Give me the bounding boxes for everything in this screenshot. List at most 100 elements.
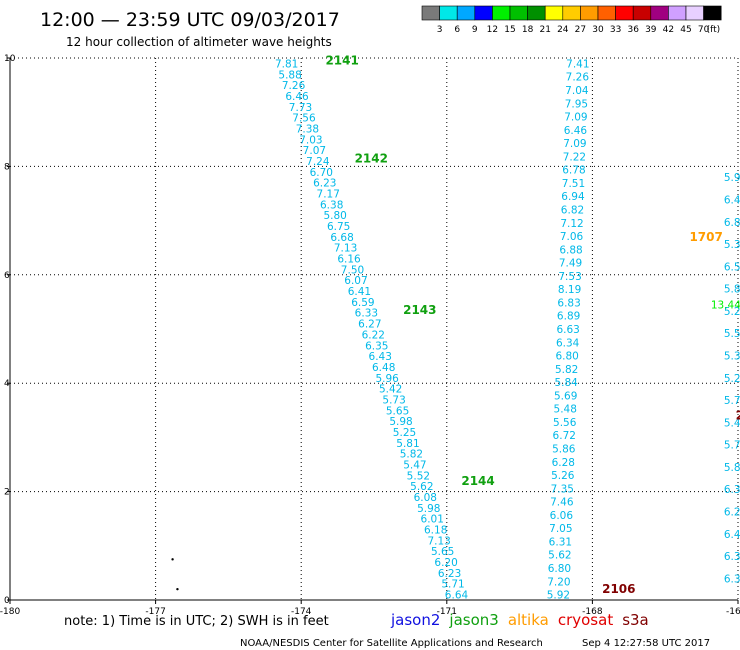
- color-scale-swatch: [685, 5, 704, 21]
- wave-height-value: 5.80: [323, 210, 346, 222]
- footer-credit: NOAA/NESDIS Center for Satellite Applica…: [240, 638, 543, 649]
- pass-labels: 2141 2142 2143 2144 2106 1707 21: [325, 54, 740, 596]
- color-scale-label: 12: [487, 25, 498, 35]
- color-scale-label: 70: [698, 25, 710, 35]
- wave-height-value: 5.71: [441, 579, 464, 591]
- color-scale-swatch: [580, 5, 599, 21]
- wave-height-value: 5.79: [724, 395, 740, 407]
- color-scale-label: 30: [592, 25, 604, 35]
- color-scale-swatch: [562, 5, 581, 21]
- wave-height-value: 6.83: [557, 297, 580, 309]
- wave-height-value: 5.25: [393, 427, 416, 439]
- wave-height-value: 5.96: [375, 373, 399, 385]
- satellite-legend: jason2 jason3 altika cryosat s3a: [390, 611, 649, 629]
- wave-height-value: 6.48: [372, 362, 395, 374]
- color-scale-swatch: [527, 5, 546, 21]
- wave-height-value: 6.20: [434, 557, 457, 569]
- wave-height-value: 7.24: [306, 156, 330, 168]
- wave-height-value: 5.48: [554, 404, 577, 416]
- wave-height-value: 6.51: [724, 261, 740, 273]
- wave-height-value: 7.13: [334, 243, 357, 255]
- color-scale-swatch: [615, 5, 634, 21]
- wave-height-value: 6.68: [330, 232, 353, 244]
- pass-number-label: 1707: [689, 230, 722, 244]
- wave-height-value: 7.09: [564, 112, 587, 124]
- chart-subtitle: 12 hour collection of altimeter wave hei…: [66, 35, 332, 49]
- wave-height-value: 5.62: [548, 550, 571, 562]
- wave-height-value: 5.82: [724, 284, 740, 296]
- wave-height-value: 5.52: [407, 470, 430, 482]
- footer-timestamp: Sep 4 12:27:58 UTC 2017: [582, 638, 710, 649]
- x-tick-label: -174: [291, 607, 312, 617]
- pass-number-label: 2143: [403, 303, 436, 317]
- color-scale-label: 27: [575, 25, 586, 35]
- wave-height-value: 6.06: [550, 510, 574, 522]
- wave-height-value: 5.21: [724, 373, 740, 385]
- wave-height-value: 6.89: [557, 311, 580, 323]
- satellite-legend-altika: altika: [508, 611, 549, 629]
- x-tick-label: -16: [726, 607, 740, 617]
- wave-height-value: 5.78: [724, 440, 740, 452]
- wave-height-value: 7.26: [282, 80, 306, 92]
- wave-height-value: 7.03: [299, 134, 322, 146]
- wave-height-value: 6.34: [556, 337, 580, 349]
- color-scale-label: 9: [472, 25, 478, 35]
- pass-number-label: 2106: [602, 582, 635, 596]
- wave-height-value: 7.95: [565, 98, 588, 110]
- wave-height-value: 6.33: [724, 573, 740, 585]
- wave-height-value: 7.17: [317, 189, 340, 201]
- wave-height-value: 6.78: [562, 165, 585, 177]
- wave-height-value: 6.38: [320, 199, 343, 211]
- pass-number-label: 21: [736, 409, 740, 423]
- wave-height-value: 5.82: [400, 449, 423, 461]
- satellite-legend-jason2: jason2: [390, 611, 440, 629]
- wave-height-value: 7.81: [275, 58, 298, 70]
- x-tick-label: -171: [437, 607, 457, 617]
- color-scale-label: 36: [627, 25, 639, 35]
- wave-height-value: 6.46: [564, 125, 588, 137]
- wave-height-value: 5.98: [417, 503, 440, 515]
- wave-height-value: 6.28: [552, 457, 575, 469]
- color-scale-label: 24: [557, 25, 569, 35]
- wave-height-value: 7.26: [566, 72, 590, 84]
- color-scale-swatch: [650, 5, 669, 21]
- wave-height-value: 5.44: [724, 417, 740, 429]
- wave-height-value: 6.94: [561, 191, 585, 203]
- wave-height-value: 7.13: [427, 535, 450, 547]
- chart-title: 12:00 — 23:59 UTC 09/03/2017: [40, 9, 340, 31]
- wave-height-value: 5.86: [552, 444, 576, 456]
- y-tick-label: 2: [4, 488, 10, 498]
- wave-height-value: 6.23: [438, 568, 461, 580]
- wave-height-value: 7.49: [559, 258, 582, 270]
- wave-height-value: 7.04: [565, 85, 589, 97]
- wave-height-value: 6.88: [559, 244, 582, 256]
- wave-height-value: 6.07: [344, 275, 367, 287]
- pass-number-label: 2142: [355, 151, 388, 165]
- y-tick-label: 0: [4, 596, 10, 606]
- color-scale-swatch: [421, 5, 440, 21]
- color-scale-label: 6: [454, 25, 460, 35]
- color-scale-swatch: [668, 5, 687, 21]
- wave-height-value: 6.18: [424, 525, 447, 537]
- x-tick-label: -180: [0, 607, 20, 617]
- y-tick-label: 10: [4, 54, 16, 64]
- wave-height-value: 6.42: [724, 529, 740, 541]
- wave-height-value: 6.83: [724, 217, 740, 229]
- wave-height-value: 6.35: [365, 340, 388, 352]
- wave-height-value: 5.93: [724, 172, 740, 184]
- chart-axes: -180 -177 -174 -171 -168 -16 0 2 4 6 8 10: [0, 54, 740, 617]
- wave-height-value: 5.69: [554, 390, 577, 402]
- wave-height-value: 5.88: [278, 69, 301, 81]
- wave-height-value: 7.53: [558, 271, 581, 283]
- wave-height-value: 6.72: [553, 430, 576, 442]
- wave-height-value: 5.47: [403, 460, 426, 472]
- wave-height-value: 6.22: [362, 329, 385, 341]
- wave-height-value: 6.41: [348, 286, 371, 298]
- color-scale-label: 3: [437, 25, 443, 35]
- wave-height-value: 5.65: [431, 546, 454, 558]
- wave-height-value: 7.46: [550, 497, 574, 509]
- color-scale-swatch: [474, 5, 493, 21]
- wave-height-value: 6.23: [313, 178, 336, 190]
- color-scale-swatch: [632, 5, 652, 21]
